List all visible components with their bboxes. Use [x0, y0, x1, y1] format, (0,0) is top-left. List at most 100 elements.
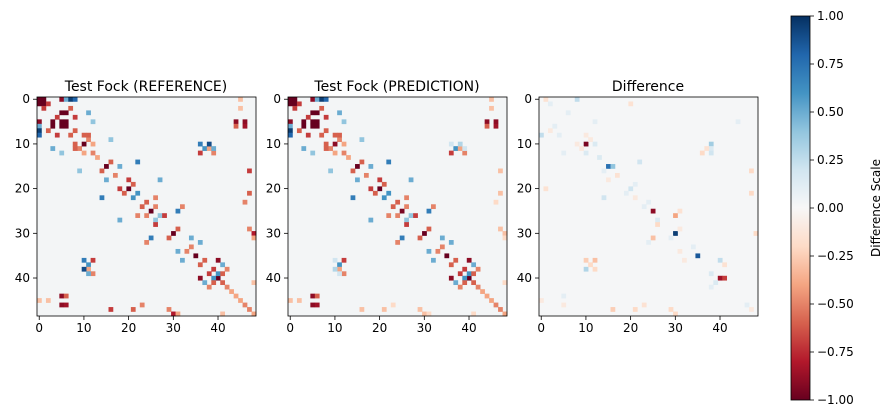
heatmap-cell — [668, 235, 674, 241]
heatmap-cell — [498, 307, 503, 312]
reference-heatmap-cells — [37, 97, 257, 317]
heatmap-cell — [180, 257, 185, 263]
heatmap-cell — [708, 150, 714, 156]
heatmap-cell — [175, 311, 181, 317]
heatmap-cell — [220, 311, 226, 317]
colorbar-tick-label: 1.00 — [817, 9, 844, 23]
heatmap-cell — [59, 123, 65, 129]
heatmap-cell — [323, 128, 329, 134]
heatmap-cell — [677, 248, 683, 254]
heatmap-cell — [632, 181, 638, 187]
heatmap-cell — [63, 302, 69, 308]
heatmap-cell — [197, 240, 203, 245]
heatmap-cell — [197, 262, 203, 268]
heatmap-cell — [206, 284, 212, 290]
heatmap-cell — [86, 110, 91, 116]
heatmap-cell — [184, 248, 190, 254]
heatmap-cell — [314, 123, 320, 129]
heatmap-cell — [220, 262, 226, 268]
heatmap-cell — [708, 141, 714, 147]
heatmap-cell — [211, 266, 217, 272]
heatmap-cell — [81, 257, 87, 263]
heatmap-cell — [480, 289, 485, 294]
heatmap-cell — [171, 231, 176, 236]
heatmap-cell — [310, 97, 316, 102]
heatmap-cell — [448, 275, 454, 281]
heatmap-cell — [462, 275, 468, 281]
heatmap-cell — [144, 240, 150, 245]
heatmap-cell — [426, 311, 432, 317]
heatmap-cell — [54, 114, 60, 120]
heatmap-cell — [144, 213, 150, 218]
heatmap-cell — [574, 141, 580, 147]
heatmap-cell — [484, 123, 490, 129]
heatmap-cell — [99, 195, 105, 201]
heatmap-cell — [583, 266, 589, 272]
heatmap-cell — [641, 204, 647, 210]
heatmap-cell — [466, 275, 472, 281]
heatmap-cell — [86, 266, 91, 272]
heatmap-cell — [63, 123, 69, 129]
heatmap-cell — [399, 235, 405, 241]
heatmap-cell — [547, 101, 553, 107]
heatmap-cell — [157, 213, 163, 218]
y-tick-label: 10 — [15, 137, 30, 151]
heatmap-cell — [484, 119, 490, 125]
y-tick-label: 0 — [273, 92, 281, 106]
colorbar-tick-label: −0.75 — [817, 345, 854, 359]
heatmap-cell — [408, 213, 414, 218]
heatmap-cell — [386, 213, 392, 218]
heatmap-cell — [108, 137, 114, 142]
heatmap-cell — [332, 150, 338, 156]
heatmap-cell — [305, 114, 311, 120]
heatmap-cell — [673, 231, 678, 236]
heatmap-cell — [462, 266, 468, 272]
heatmap-cell — [363, 172, 369, 178]
y-tick-label: 40 — [266, 271, 281, 285]
heatmap-cell — [448, 240, 454, 245]
heatmap-cell — [408, 177, 414, 183]
heatmap-cell — [614, 172, 620, 178]
heatmap-cell — [592, 119, 598, 125]
heatmap-cell — [359, 307, 365, 312]
heatmap-panel-difference: Difference 0 10 20 30 40 0 10 20 30 40 — [517, 79, 759, 335]
heatmap-cell — [565, 110, 571, 116]
x-tick-label: 0 — [286, 321, 294, 335]
heatmap-cell — [673, 311, 678, 317]
heatmap-cell — [583, 257, 589, 263]
heatmap-cell — [708, 271, 714, 277]
heatmap-cell — [288, 298, 293, 303]
heatmap-cell — [288, 128, 293, 134]
heatmap-cell — [108, 307, 114, 312]
x-tick-label: 40 — [712, 321, 727, 335]
heatmap-cell — [592, 266, 598, 272]
x-tick-label: 10 — [327, 321, 342, 335]
heatmap-cell — [708, 146, 714, 151]
heatmap-cell — [202, 280, 208, 286]
heatmap-cell — [439, 235, 445, 241]
heatmap-cell — [220, 280, 226, 286]
heatmap-cell — [117, 217, 123, 223]
heatmap-cell — [180, 204, 185, 210]
y-tick-label: 10 — [517, 137, 532, 151]
heatmap-cell — [677, 226, 683, 232]
colorbar-tick-label: 0.00 — [817, 201, 844, 215]
heatmap-cell — [368, 186, 374, 192]
heatmap-cell — [310, 293, 316, 299]
heatmap-cell — [547, 128, 553, 134]
heatmap-cell — [646, 240, 652, 245]
heatmap-cell — [355, 164, 360, 169]
y-tick-label: 10 — [266, 137, 281, 151]
heatmap-cell — [242, 119, 248, 125]
heatmap-cell — [86, 137, 91, 142]
heatmap-cell — [77, 168, 82, 174]
heatmap-cell — [359, 159, 365, 165]
heatmap-cell — [539, 298, 544, 303]
heatmap-cell — [215, 271, 221, 277]
heatmap-cell — [628, 186, 634, 192]
heatmap-cell — [328, 146, 333, 151]
heatmap-cell — [471, 280, 477, 286]
heatmap-cell — [188, 244, 194, 250]
heatmap-cell — [90, 119, 96, 125]
y-tick-label: 30 — [266, 226, 281, 240]
